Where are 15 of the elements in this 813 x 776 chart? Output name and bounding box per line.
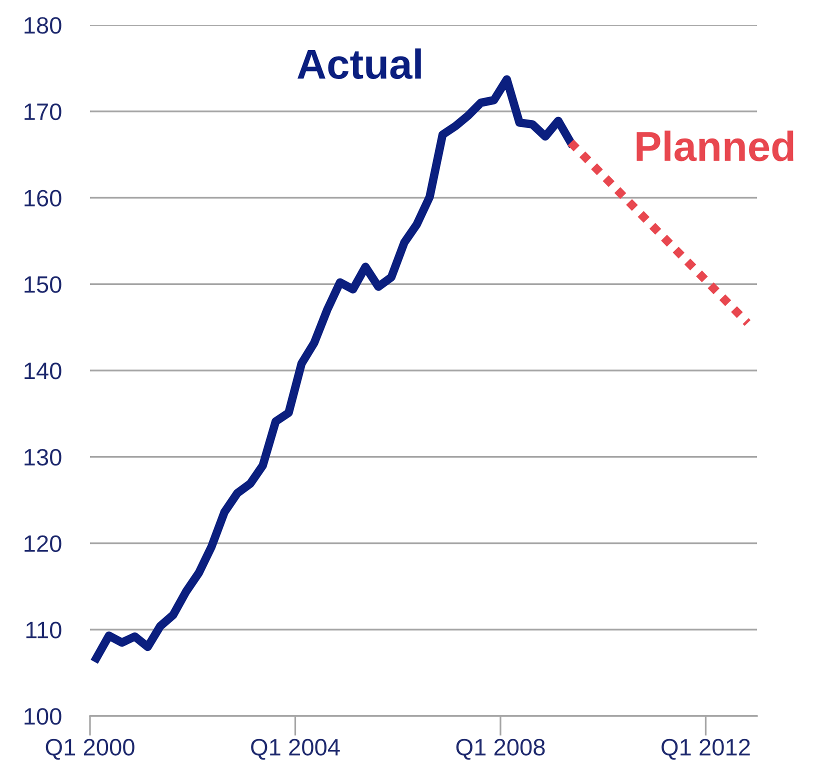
x-tick-label: Q1 2012: [662, 738, 750, 760]
x-tick-label: Q1 2000: [46, 738, 134, 760]
y-tick-label: 170: [24, 103, 62, 120]
y-tick-label: 100: [24, 708, 62, 725]
y-tick-label: 180: [24, 17, 62, 34]
x-tick-label: Q1 2008: [456, 738, 545, 760]
y-tick-label: 110: [26, 622, 62, 638]
y-tick-label: 120: [24, 535, 62, 552]
series-label: Actual: [298, 48, 421, 80]
y-tick-label: 130: [24, 448, 62, 466]
x-tick-label: Q1 2004: [251, 738, 340, 760]
y-tick-label: 160: [24, 190, 62, 207]
series-label: Planned: [636, 130, 794, 162]
y-tick-label: 150: [24, 276, 62, 293]
y-tick-label: 140: [24, 362, 62, 380]
